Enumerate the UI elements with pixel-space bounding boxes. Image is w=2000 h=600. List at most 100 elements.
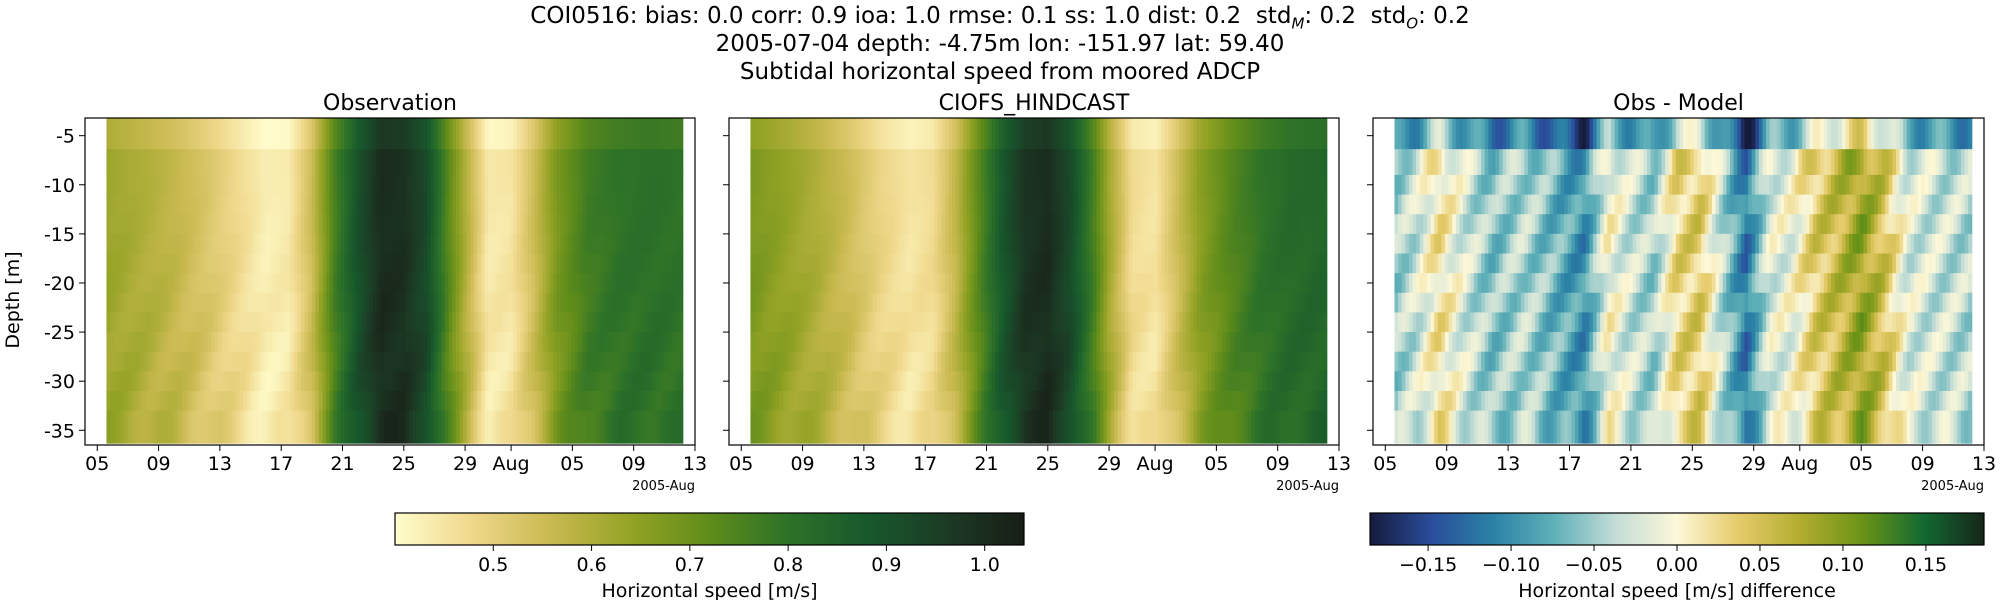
heatmap-cell [210, 292, 216, 314]
x-tick-label: 25 [1036, 453, 1060, 475]
heatmap-cell [362, 214, 367, 235]
heatmap-cell [178, 233, 183, 255]
heatmap-cell [905, 410, 910, 444]
heatmap-cell [1085, 118, 1090, 150]
heatmap-cell [520, 194, 525, 215]
heatmap-cell [822, 351, 827, 372]
heatmap-cell [1099, 118, 1105, 150]
heatmap-cell [908, 371, 914, 392]
heatmap-cell [643, 332, 648, 353]
heatmap-cell [1146, 351, 1151, 372]
heatmap-cell [944, 332, 950, 353]
heatmap-cell [1186, 292, 1191, 314]
heatmap-cell [120, 332, 126, 353]
heatmap-cell [790, 174, 795, 196]
heatmap-cell [214, 149, 219, 176]
heatmap-cell [628, 118, 633, 150]
heatmap-cell [603, 273, 608, 294]
heatmap-cell [146, 233, 151, 255]
heatmap-cell [1294, 351, 1299, 372]
heatmap-cell [1261, 253, 1267, 274]
heatmap-cell [1125, 410, 1130, 444]
heatmap-cell [941, 312, 946, 333]
heatmap-cell [657, 390, 662, 412]
heatmap-cell [167, 214, 172, 235]
heatmap-cell [1204, 194, 1209, 215]
heatmap-cell [610, 174, 615, 196]
heatmap-cell [625, 174, 630, 196]
heatmap-cell [1009, 390, 1014, 412]
heatmap-cell [164, 273, 169, 294]
heatmap-cell [488, 292, 493, 314]
heatmap-cell [1319, 292, 1324, 314]
heatmap-cell [333, 351, 338, 372]
heatmap-cell [549, 253, 554, 274]
heatmap-cell [764, 194, 770, 215]
heatmap-cell [944, 292, 950, 314]
heatmap-cell [1319, 253, 1324, 274]
heatmap-cell [445, 371, 450, 392]
heatmap-cell [1287, 390, 1292, 412]
heatmap-cell [437, 253, 443, 274]
heatmap-cell [625, 312, 630, 333]
heatmap-cell [930, 118, 935, 150]
heatmap-cell [1096, 292, 1101, 314]
heatmap-cell [768, 371, 773, 392]
heatmap-cell [1110, 371, 1115, 392]
heatmap-cell [1063, 312, 1069, 333]
heatmap-cell [445, 118, 450, 150]
heatmap-cell [1182, 253, 1187, 274]
heatmap-cell [923, 194, 928, 215]
heatmap-cell [1060, 233, 1065, 255]
heatmap-cell [495, 351, 500, 372]
heatmap-cell [131, 312, 136, 333]
heatmap-cell [1657, 118, 1663, 150]
heatmap-cell [1042, 332, 1047, 353]
heatmap-cell [365, 174, 370, 196]
heatmap-cell [1247, 273, 1252, 294]
heatmap-cell [1031, 174, 1036, 196]
heatmap-cell [589, 273, 594, 294]
heatmap-cell [1269, 214, 1274, 235]
heatmap-cell [185, 233, 190, 255]
heatmap-cell [808, 312, 813, 333]
heatmap-cell [844, 390, 849, 412]
heatmap-cell [524, 118, 529, 150]
heatmap-cell [257, 410, 262, 444]
heatmap-cell [340, 118, 345, 150]
heatmap-cell [1491, 118, 1497, 150]
heatmap-cell [625, 253, 630, 274]
heatmap-cell [578, 194, 583, 215]
heatmap-cell [239, 410, 244, 444]
heatmap-cell [246, 194, 252, 215]
heatmap-cell [210, 233, 216, 255]
heatmap-cell [135, 371, 140, 392]
heatmap-cell [1276, 390, 1281, 412]
heatmap-cell [581, 312, 587, 333]
heatmap-cell [531, 194, 536, 215]
heatmap-cell [872, 214, 878, 235]
heatmap-cell [146, 312, 151, 333]
heatmap-cell [1049, 149, 1054, 176]
heatmap-cell [218, 233, 223, 255]
heatmap-cell [297, 118, 302, 150]
heatmap-cell [657, 253, 662, 274]
heatmap-cell [409, 194, 414, 215]
heatmap-cell [836, 253, 842, 274]
heatmap-cell [1074, 233, 1079, 255]
heatmap-cell [171, 332, 176, 353]
heatmap-cell [517, 390, 522, 412]
heatmap-cell [585, 214, 590, 235]
heatmap-cell [131, 233, 136, 255]
heatmap-cell [1294, 233, 1299, 255]
heatmap-cell [437, 149, 443, 176]
heatmap-cell [898, 194, 903, 215]
heatmap-cell [419, 149, 425, 176]
heatmap-cell [372, 273, 378, 294]
heatmap-cell [264, 371, 270, 392]
heatmap-cell [563, 351, 569, 372]
heatmap-cell [1312, 214, 1317, 235]
heatmap-cell [1200, 351, 1205, 372]
heatmap-cell [876, 390, 881, 412]
heatmap-cell [646, 332, 651, 353]
